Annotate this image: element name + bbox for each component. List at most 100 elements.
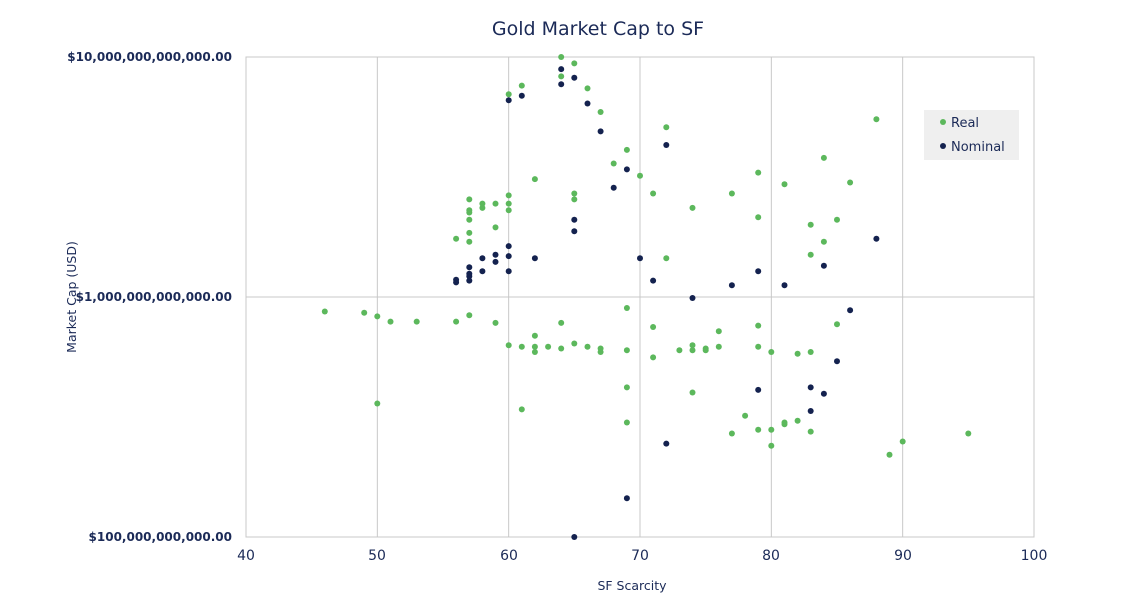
data-point-real	[794, 417, 801, 424]
data-point-real	[715, 328, 722, 335]
data-point-real	[742, 412, 749, 419]
data-point-real	[663, 255, 670, 262]
data-point-nominal	[492, 258, 499, 265]
data-points	[321, 54, 972, 540]
data-point-nominal	[571, 534, 578, 540]
x-tick-label: 80	[762, 548, 780, 564]
data-point-real	[531, 343, 538, 350]
legend: Real Nominal	[924, 110, 1019, 160]
data-point-real	[558, 54, 565, 60]
data-point-real	[505, 91, 512, 98]
data-point-real	[834, 216, 840, 223]
data-point-real	[492, 319, 499, 326]
data-point-real	[728, 430, 735, 437]
data-point-real	[807, 221, 814, 228]
data-point-real	[807, 251, 814, 258]
data-point-real	[807, 349, 814, 355]
x-tick-label: 70	[631, 548, 649, 564]
data-point-real	[571, 60, 578, 67]
data-point-real	[584, 343, 591, 350]
data-point-real	[466, 312, 473, 319]
data-point-nominal	[505, 97, 512, 104]
data-point-real	[387, 318, 394, 325]
x-tick-label: 60	[500, 548, 518, 564]
data-point-real	[689, 389, 696, 396]
data-point-real	[374, 400, 381, 407]
data-point-real	[610, 160, 617, 167]
data-point-real	[728, 190, 735, 197]
data-point-nominal	[820, 390, 827, 397]
data-point-real	[558, 319, 565, 326]
data-point-real	[794, 350, 801, 357]
data-point-nominal	[834, 358, 840, 365]
legend-box	[924, 110, 1019, 160]
data-point-real	[781, 419, 788, 426]
data-point-nominal	[466, 264, 473, 271]
data-point-nominal	[728, 282, 735, 289]
data-point-real	[413, 318, 420, 325]
data-point-nominal	[873, 235, 880, 242]
data-point-nominal	[466, 277, 473, 284]
y-tick-label: $10,000,000,000,000.00	[67, 50, 232, 64]
data-point-nominal	[820, 262, 827, 269]
data-point-real	[466, 196, 473, 203]
data-point-real	[545, 343, 552, 350]
data-point-real	[453, 235, 460, 242]
data-point-nominal	[531, 255, 538, 262]
data-point-real	[361, 309, 368, 316]
legend-marker-real	[940, 119, 946, 125]
data-point-nominal	[847, 307, 854, 314]
data-point-nominal	[755, 386, 762, 393]
data-point-real	[531, 349, 538, 355]
data-point-real	[755, 343, 762, 350]
data-point-nominal	[453, 276, 460, 283]
data-point-real	[505, 200, 512, 207]
data-point-real	[689, 204, 696, 211]
chart-gridlines	[246, 57, 1034, 537]
data-point-real	[650, 190, 657, 197]
legend-label-real: Real	[951, 116, 979, 131]
data-point-real	[847, 179, 854, 186]
data-point-nominal	[623, 495, 630, 502]
data-point-real	[374, 313, 381, 320]
data-point-nominal	[807, 408, 814, 414]
data-point-real	[899, 438, 906, 445]
data-point-real	[623, 384, 630, 391]
data-point-real	[466, 207, 473, 214]
data-point-real	[715, 343, 722, 350]
data-point-real	[702, 345, 709, 352]
data-point-nominal	[492, 251, 499, 258]
data-point-nominal	[571, 216, 578, 223]
data-point-real	[531, 176, 538, 183]
data-point-real	[623, 347, 630, 354]
data-point-nominal	[505, 243, 512, 250]
data-point-nominal	[689, 295, 696, 301]
data-point-nominal	[663, 440, 670, 447]
data-point-real	[768, 349, 775, 355]
data-point-real	[571, 196, 578, 203]
data-point-real	[558, 73, 565, 80]
data-point-nominal	[755, 268, 762, 275]
data-point-real	[650, 354, 657, 361]
data-point-real	[781, 181, 788, 188]
data-point-nominal	[584, 100, 591, 107]
data-point-real	[820, 238, 827, 245]
data-point-nominal	[571, 228, 578, 235]
x-tick-label: 90	[894, 548, 912, 564]
data-point-real	[689, 342, 696, 349]
data-point-real	[597, 345, 604, 352]
data-point-real	[689, 347, 696, 354]
data-point-nominal	[505, 253, 512, 260]
data-point-real	[571, 190, 578, 197]
data-point-real	[623, 146, 630, 153]
data-point-real	[505, 192, 512, 199]
data-point-real	[479, 200, 486, 207]
data-point-real	[965, 430, 972, 437]
data-point-real	[466, 238, 473, 245]
data-point-nominal	[781, 282, 788, 289]
data-point-real	[597, 109, 604, 115]
data-point-nominal	[518, 92, 525, 99]
data-point-real	[886, 451, 893, 458]
data-point-real	[663, 124, 670, 131]
